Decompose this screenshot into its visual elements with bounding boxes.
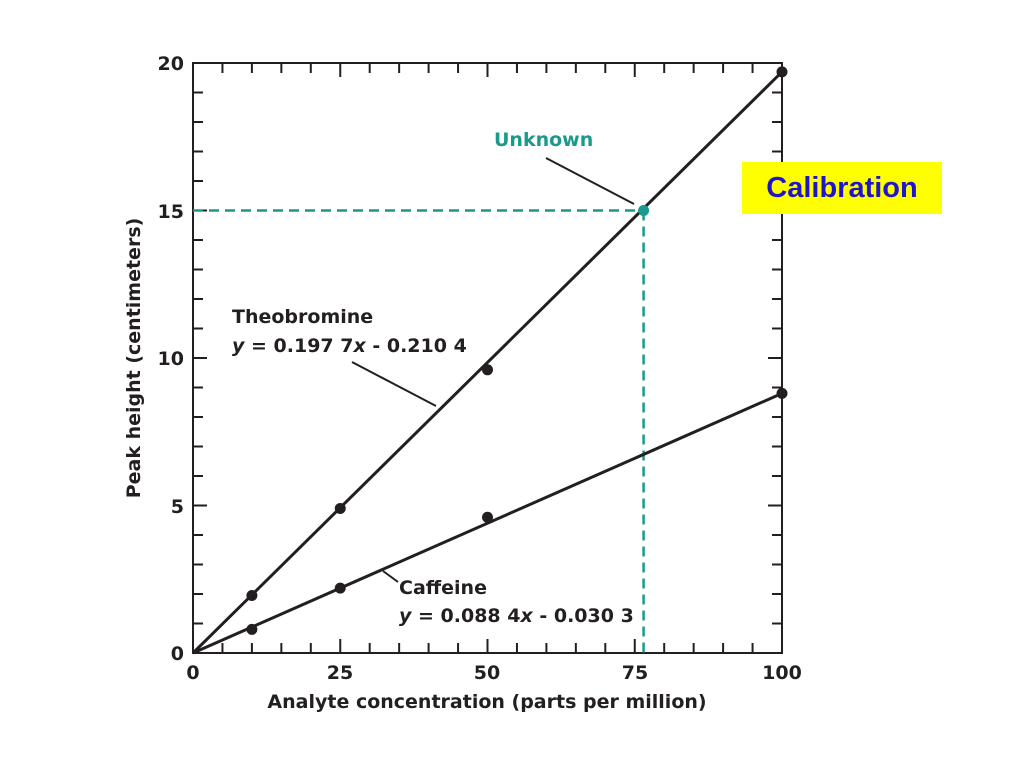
y-tick-label: 20 bbox=[158, 53, 184, 75]
equation-var-x: x bbox=[519, 605, 533, 627]
calibration-banner: Calibration bbox=[742, 162, 942, 214]
y-tick-label: 5 bbox=[171, 496, 184, 518]
caffeine-leader-line bbox=[382, 570, 399, 583]
unknown-guides bbox=[193, 209, 645, 653]
caffeine-label: Caffeine bbox=[399, 577, 487, 599]
equation-var-y: y bbox=[232, 335, 246, 357]
theobromine-fit-line bbox=[191, 70, 784, 655]
y-tick-label: 10 bbox=[158, 348, 184, 370]
x-tick-label: 50 bbox=[474, 662, 500, 684]
caffeine-data-point bbox=[482, 511, 493, 523]
x-tick-labels: 0 25 50 75 100 bbox=[186, 662, 801, 684]
theobromine-label: Theobromine bbox=[232, 306, 373, 328]
theobromine-data-point bbox=[246, 589, 258, 601]
y-tick-label: 15 bbox=[158, 201, 184, 223]
theobromine-leader-line bbox=[351, 361, 437, 407]
theobromine-equation: y = 0.197 7x - 0.210 4 bbox=[232, 335, 467, 357]
equation-coefficient: = 0.197 7 bbox=[244, 335, 353, 357]
theobromine-data-point bbox=[482, 364, 493, 376]
axis-ticks bbox=[193, 63, 782, 653]
unknown-data-point bbox=[638, 205, 650, 216]
plot-frame bbox=[192, 62, 783, 654]
x-tick-label: 100 bbox=[762, 662, 802, 684]
unknown-label: Unknown bbox=[494, 129, 593, 151]
caffeine-equation: y = 0.088 4x - 0.030 3 bbox=[399, 605, 634, 627]
equation-var-y: y bbox=[399, 605, 413, 627]
x-tick-label: 25 bbox=[327, 662, 353, 684]
x-tick-label: 75 bbox=[622, 662, 648, 684]
x-tick-label: 0 bbox=[186, 662, 199, 684]
caffeine-data-point bbox=[246, 623, 258, 635]
theobromine-data-point bbox=[334, 502, 346, 514]
caffeine-data-point bbox=[776, 387, 788, 399]
theobromine-data-point bbox=[776, 66, 788, 78]
unknown-leader-line bbox=[545, 157, 635, 205]
series-layer bbox=[191, 66, 788, 655]
equation-var-x: x bbox=[352, 335, 366, 357]
equation-coefficient: = 0.088 4 bbox=[411, 605, 520, 627]
caffeine-data-point bbox=[334, 582, 346, 594]
y-tick-label: 0 bbox=[171, 643, 184, 665]
y-tick-labels: 0 5 10 15 20 bbox=[158, 53, 184, 665]
y-axis-title: Peak height (centimeters) bbox=[123, 218, 145, 499]
x-axis-title: Analyte concentration (parts per million… bbox=[267, 691, 706, 713]
calibration-banner-text: Calibration bbox=[766, 171, 918, 204]
equation-intercept: - 0.030 3 bbox=[533, 605, 634, 627]
caffeine-fit-line bbox=[192, 392, 783, 655]
equation-intercept: - 0.210 4 bbox=[366, 335, 467, 357]
